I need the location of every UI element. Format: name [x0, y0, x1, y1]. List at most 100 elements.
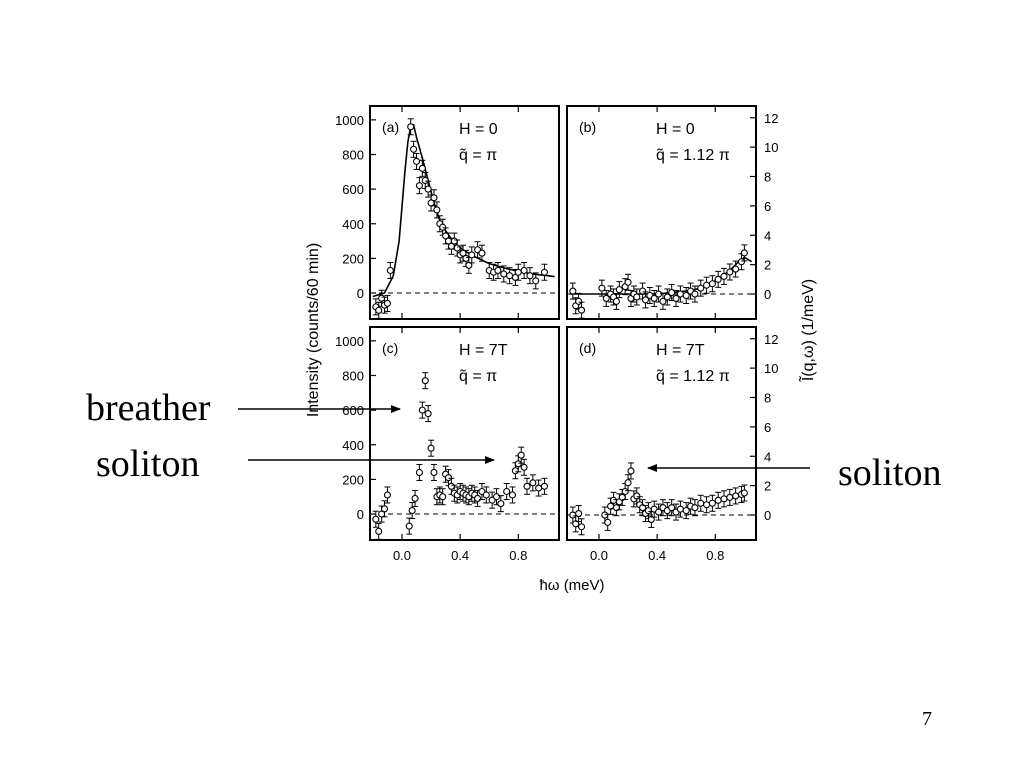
panel-a-data-point: [375, 306, 383, 314]
x-axis-label: ħω (meV): [539, 577, 604, 594]
panel-d-data-point: [627, 467, 635, 475]
panel-a-fit-curve: [372, 123, 555, 298]
panel-c-data-point: [492, 493, 501, 501]
panel-c-data-point: [520, 463, 528, 471]
panel-b-data-point: [659, 297, 667, 305]
panel-a-y-tick-label: 200: [342, 251, 364, 266]
panel-c-data-point: [375, 527, 383, 535]
panel-a-data-point: [421, 176, 429, 185]
panel-b-data-point: [732, 265, 740, 273]
panel-c-data-point: [482, 491, 490, 499]
panel-a-y-tick-label: 1000: [335, 113, 364, 128]
panel-a-data-point: [418, 164, 426, 172]
panel-c-data-point: [447, 482, 455, 490]
panel-d-data-point: [740, 489, 748, 497]
panel-b-y-tick-label: 10: [764, 140, 778, 155]
panel-d-label: (d): [579, 340, 596, 356]
panel-c-data-point: [380, 505, 389, 513]
panel-d: 12 10 8 6 4 2 0 0.0 0.4 0.8 (d) H = 7T q̃ = 1.12 π: [566, 326, 778, 563]
panel-b-data-point: [639, 287, 647, 295]
panel-a-data-point: [430, 194, 438, 202]
panel-d-data-point: [682, 507, 690, 515]
panel-a-data-point: [433, 206, 441, 214]
panel-d-data-point: [668, 504, 676, 512]
panel-c-data-point: [474, 494, 482, 502]
panel-d-data-point: [732, 492, 740, 500]
panel-c-data-point: [444, 474, 453, 482]
panel-d-data-point: [633, 492, 641, 500]
panel-a-data-point: [439, 223, 447, 231]
panel-b-data-point: [577, 306, 586, 314]
panel-b-data-point: [708, 280, 716, 288]
panel-c-data-point: [408, 507, 416, 515]
panel-b-y-tick-label: 8: [764, 170, 771, 185]
panel-d-y-tick-label: 4: [764, 449, 771, 464]
panel-b-y-tick-label: 0: [764, 287, 771, 302]
panel-d-x-tick-label: 0.0: [590, 548, 608, 563]
panel-d-data-point: [644, 507, 652, 515]
panel-a-data-point: [526, 272, 534, 280]
panel-c-data-point: [529, 479, 537, 487]
panel-b-data-point: [624, 278, 632, 286]
panel-b-data-point: [740, 249, 748, 257]
panel-d-y-tick-label: 12: [764, 332, 778, 347]
axis-labels: Intensity (counts/60 min) Ĩ(q,ω) (1/meV)…: [305, 243, 817, 594]
panel-d-y-tick-label: 2: [764, 479, 771, 494]
panel-c-y-tick-label: 600: [342, 403, 364, 418]
panel-c-data-point: [523, 482, 531, 490]
panel-d-data-point: [708, 499, 716, 507]
panel-c-data-point: [540, 482, 549, 490]
panel-b-data-point: [714, 275, 722, 283]
panel-d-data-point: [691, 504, 699, 512]
panel-c-data-point: [503, 487, 511, 496]
panel-a: 1000 800 600 400 200 0 (a) H = 0 q̃ = π: [335, 105, 560, 320]
panel-d-wavevector: q̃ = 1.12 π: [656, 368, 730, 385]
soliton-left-label: soliton: [96, 443, 200, 485]
panel-c-data-point: [427, 444, 435, 452]
panel-a-data-point: [520, 266, 528, 275]
panel-c-wavevector: q̃ = π: [459, 368, 497, 385]
panel-c-data-point: [418, 406, 426, 414]
panel-c-field: H = 7T: [459, 342, 508, 359]
panel-d-y-tick-label: 6: [764, 420, 771, 435]
panel-d-data-point: [621, 487, 629, 496]
panel-d-y-tick-label: 8: [764, 391, 771, 406]
panel-d-frame: [566, 326, 757, 541]
panel-b-field: H = 0: [656, 121, 695, 138]
panel-d-data-point: [601, 511, 609, 519]
panel-d-data-point: [624, 479, 632, 487]
panel-a-data-point: [383, 299, 391, 307]
left-y-axis-label: Intensity (counts/60 min): [305, 243, 322, 417]
panel-b-data-point: [575, 297, 583, 305]
panel-c-data-point: [535, 484, 543, 492]
panel-c-data-point: [497, 500, 505, 508]
panel-a-label: (a): [382, 119, 399, 135]
panel-b-data-point: [720, 272, 728, 280]
panel-a-data-point: [500, 270, 508, 278]
panel-b-data-point: [668, 289, 676, 297]
panel-a-y-tick-label: 400: [342, 217, 364, 232]
panel-c-y-tick-label: 200: [342, 472, 364, 487]
panel-a-data-point: [462, 254, 470, 262]
panel-c-data-point: [372, 515, 380, 523]
panel-b-data-point: [703, 281, 711, 289]
panel-d-data-point: [676, 505, 684, 513]
panel-b-y-tick-label: 2: [764, 258, 771, 273]
panel-a-data-point: [424, 185, 432, 193]
panel-c-data-point: [430, 468, 438, 477]
panel-d-field: H = 7T: [656, 342, 705, 359]
panel-b-data-point: [676, 290, 684, 298]
panel-b-data-point: [641, 296, 650, 304]
panel-b-data-point: [672, 294, 680, 302]
panel-d-data-point: [575, 510, 583, 518]
panel-b-data-point: [697, 284, 705, 292]
panel-c-y-tick-label: 800: [342, 368, 364, 383]
panel-d-data-point: [720, 495, 728, 503]
panel-a-data-point: [410, 145, 418, 153]
panel-a-data-point: [514, 268, 522, 276]
right-y-axis-label: Ĩ(q,ω) (1/meV): [797, 279, 817, 382]
panel-c-label: (c): [382, 340, 398, 356]
panel-c-data-point: [424, 410, 432, 418]
panel-b: 12 10 8 6 4 2 0 (b) H = 0 q̃ = 1.12 π: [566, 105, 778, 320]
